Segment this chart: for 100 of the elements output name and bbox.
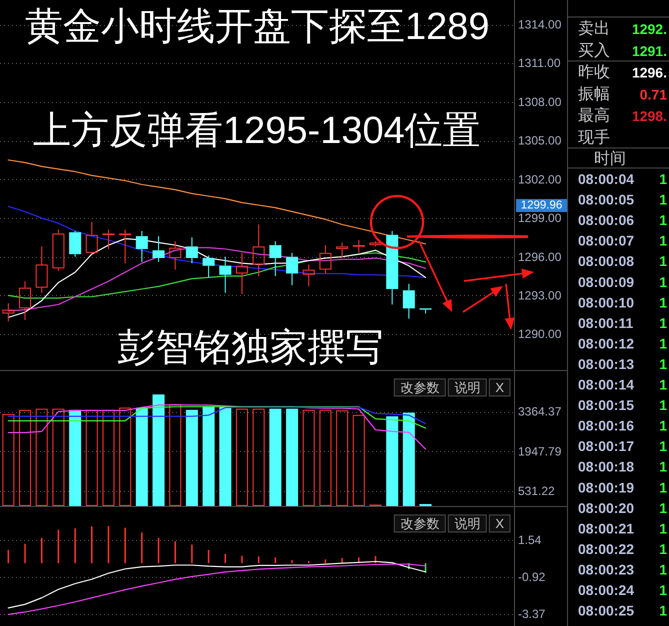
text: 1 xyxy=(659,479,667,496)
bar xyxy=(219,406,232,506)
candlestick xyxy=(402,283,415,320)
y-tick-label: -3.37 xyxy=(518,606,546,621)
annotation: 说明 xyxy=(454,380,480,395)
bar xyxy=(236,408,248,506)
bar xyxy=(252,408,265,506)
text: 1 xyxy=(659,335,667,352)
y-tick-label: 08:00:24 xyxy=(578,582,634,598)
annotation: 改参数 xyxy=(400,516,440,531)
candlestick xyxy=(102,229,114,250)
bar xyxy=(169,404,182,506)
text: 1 xyxy=(659,602,667,619)
bar xyxy=(302,410,315,506)
text: 1 xyxy=(659,314,667,331)
y-tick-label: 1293.00 xyxy=(518,288,562,302)
y-tick-label: 08:00:19 xyxy=(578,479,634,496)
bar xyxy=(19,410,32,506)
y-tick-label: 1302.00 xyxy=(518,172,562,186)
text: 1 xyxy=(659,540,667,557)
y-tick-label: 08:00:10 xyxy=(578,294,634,310)
y-tick-label: 08:00:15 xyxy=(578,397,634,414)
text: 1296. xyxy=(632,64,667,81)
bar xyxy=(102,410,114,506)
category-label: 昨收 xyxy=(578,64,610,82)
text: 1 xyxy=(659,458,667,475)
candlestick xyxy=(352,239,365,254)
y-tick-label: 08:00:12 xyxy=(578,335,634,352)
bar xyxy=(152,394,165,506)
y-tick-label: 08:00:07 xyxy=(578,232,634,249)
candlestick xyxy=(286,252,298,286)
bar xyxy=(52,408,64,506)
y-tick-label: 08:00:17 xyxy=(578,438,634,454)
bar xyxy=(352,414,365,506)
candlestick xyxy=(202,254,215,278)
bar xyxy=(386,416,398,506)
y-tick-label: 1296.00 xyxy=(518,250,562,264)
y-tick-label: 08:00:08 xyxy=(578,253,634,270)
text: 1 xyxy=(659,192,667,208)
candlestick xyxy=(19,280,32,320)
category-label: 卖出 xyxy=(578,20,610,38)
text: 1 xyxy=(659,376,667,392)
line-series xyxy=(8,560,426,608)
text: 1 xyxy=(659,294,667,310)
text: 1 xyxy=(659,356,667,372)
candlestick xyxy=(252,224,265,277)
text: 上方反弹看1295-1304位置 xyxy=(33,110,481,152)
bar xyxy=(402,412,415,506)
y-tick-label: 08:00:23 xyxy=(578,561,634,578)
y-tick-label: -0.92 xyxy=(518,570,546,584)
bar xyxy=(286,408,298,506)
text: 1 xyxy=(659,274,667,290)
text: 1 xyxy=(659,212,667,228)
y-tick-label: 08:00:21 xyxy=(578,520,634,536)
candlestick xyxy=(319,244,332,274)
text: 1 xyxy=(659,582,667,598)
candlestick xyxy=(136,230,148,262)
y-tick-label: 1314.00 xyxy=(518,18,562,32)
annotation: 彭智铭独家撰写 xyxy=(117,327,384,369)
candlestick xyxy=(2,302,14,322)
y-tick-label: 08:00:05 xyxy=(578,192,634,208)
candlestick xyxy=(386,230,398,305)
line-series xyxy=(8,406,426,429)
bar xyxy=(136,408,148,506)
y-tick-label: 08:00:20 xyxy=(578,500,634,516)
y-tick-label: 08:00:09 xyxy=(578,274,634,290)
candlestick xyxy=(119,229,132,264)
y-tick-label: 1311.00 xyxy=(518,56,561,70)
text: 1 xyxy=(659,438,667,454)
candlestick xyxy=(152,236,165,262)
category-label: 现手 xyxy=(578,128,610,146)
bar xyxy=(86,410,98,506)
bar xyxy=(69,410,82,506)
chart-title: 黄金小时线开盘下探至1289 xyxy=(25,6,490,48)
text: 时间 xyxy=(594,150,626,168)
y-tick-label: 1.54 xyxy=(518,532,542,547)
y-tick-label: 1299.00 xyxy=(518,211,562,226)
text: 1291. xyxy=(632,42,667,59)
y-tick-label: 1947.79 xyxy=(518,444,562,458)
text: 1 xyxy=(659,397,667,414)
text: 1 xyxy=(659,232,667,249)
category-label: 振幅 xyxy=(578,86,610,103)
bar xyxy=(36,408,48,506)
annotation: 改参数 xyxy=(400,380,440,395)
candlestick xyxy=(69,230,82,258)
line-series xyxy=(8,406,426,424)
y-tick-label: 08:00:14 xyxy=(578,376,634,392)
text: 0.71 xyxy=(640,86,667,102)
y-tick-label: 08:00:04 xyxy=(578,171,634,187)
y-tick-label: 08:00:13 xyxy=(578,356,634,372)
y-tick-label: 531.22 xyxy=(518,484,556,498)
y-tick-label: 08:00:18 xyxy=(578,458,634,475)
line-series xyxy=(8,206,426,278)
text: 1 xyxy=(659,253,667,270)
bar xyxy=(319,410,332,506)
category-label: 最高 xyxy=(578,106,610,125)
text: 1298. xyxy=(632,108,667,124)
candlestick xyxy=(369,240,382,247)
y-tick-label: 08:00:22 xyxy=(578,540,634,557)
text: 1 xyxy=(659,418,667,434)
